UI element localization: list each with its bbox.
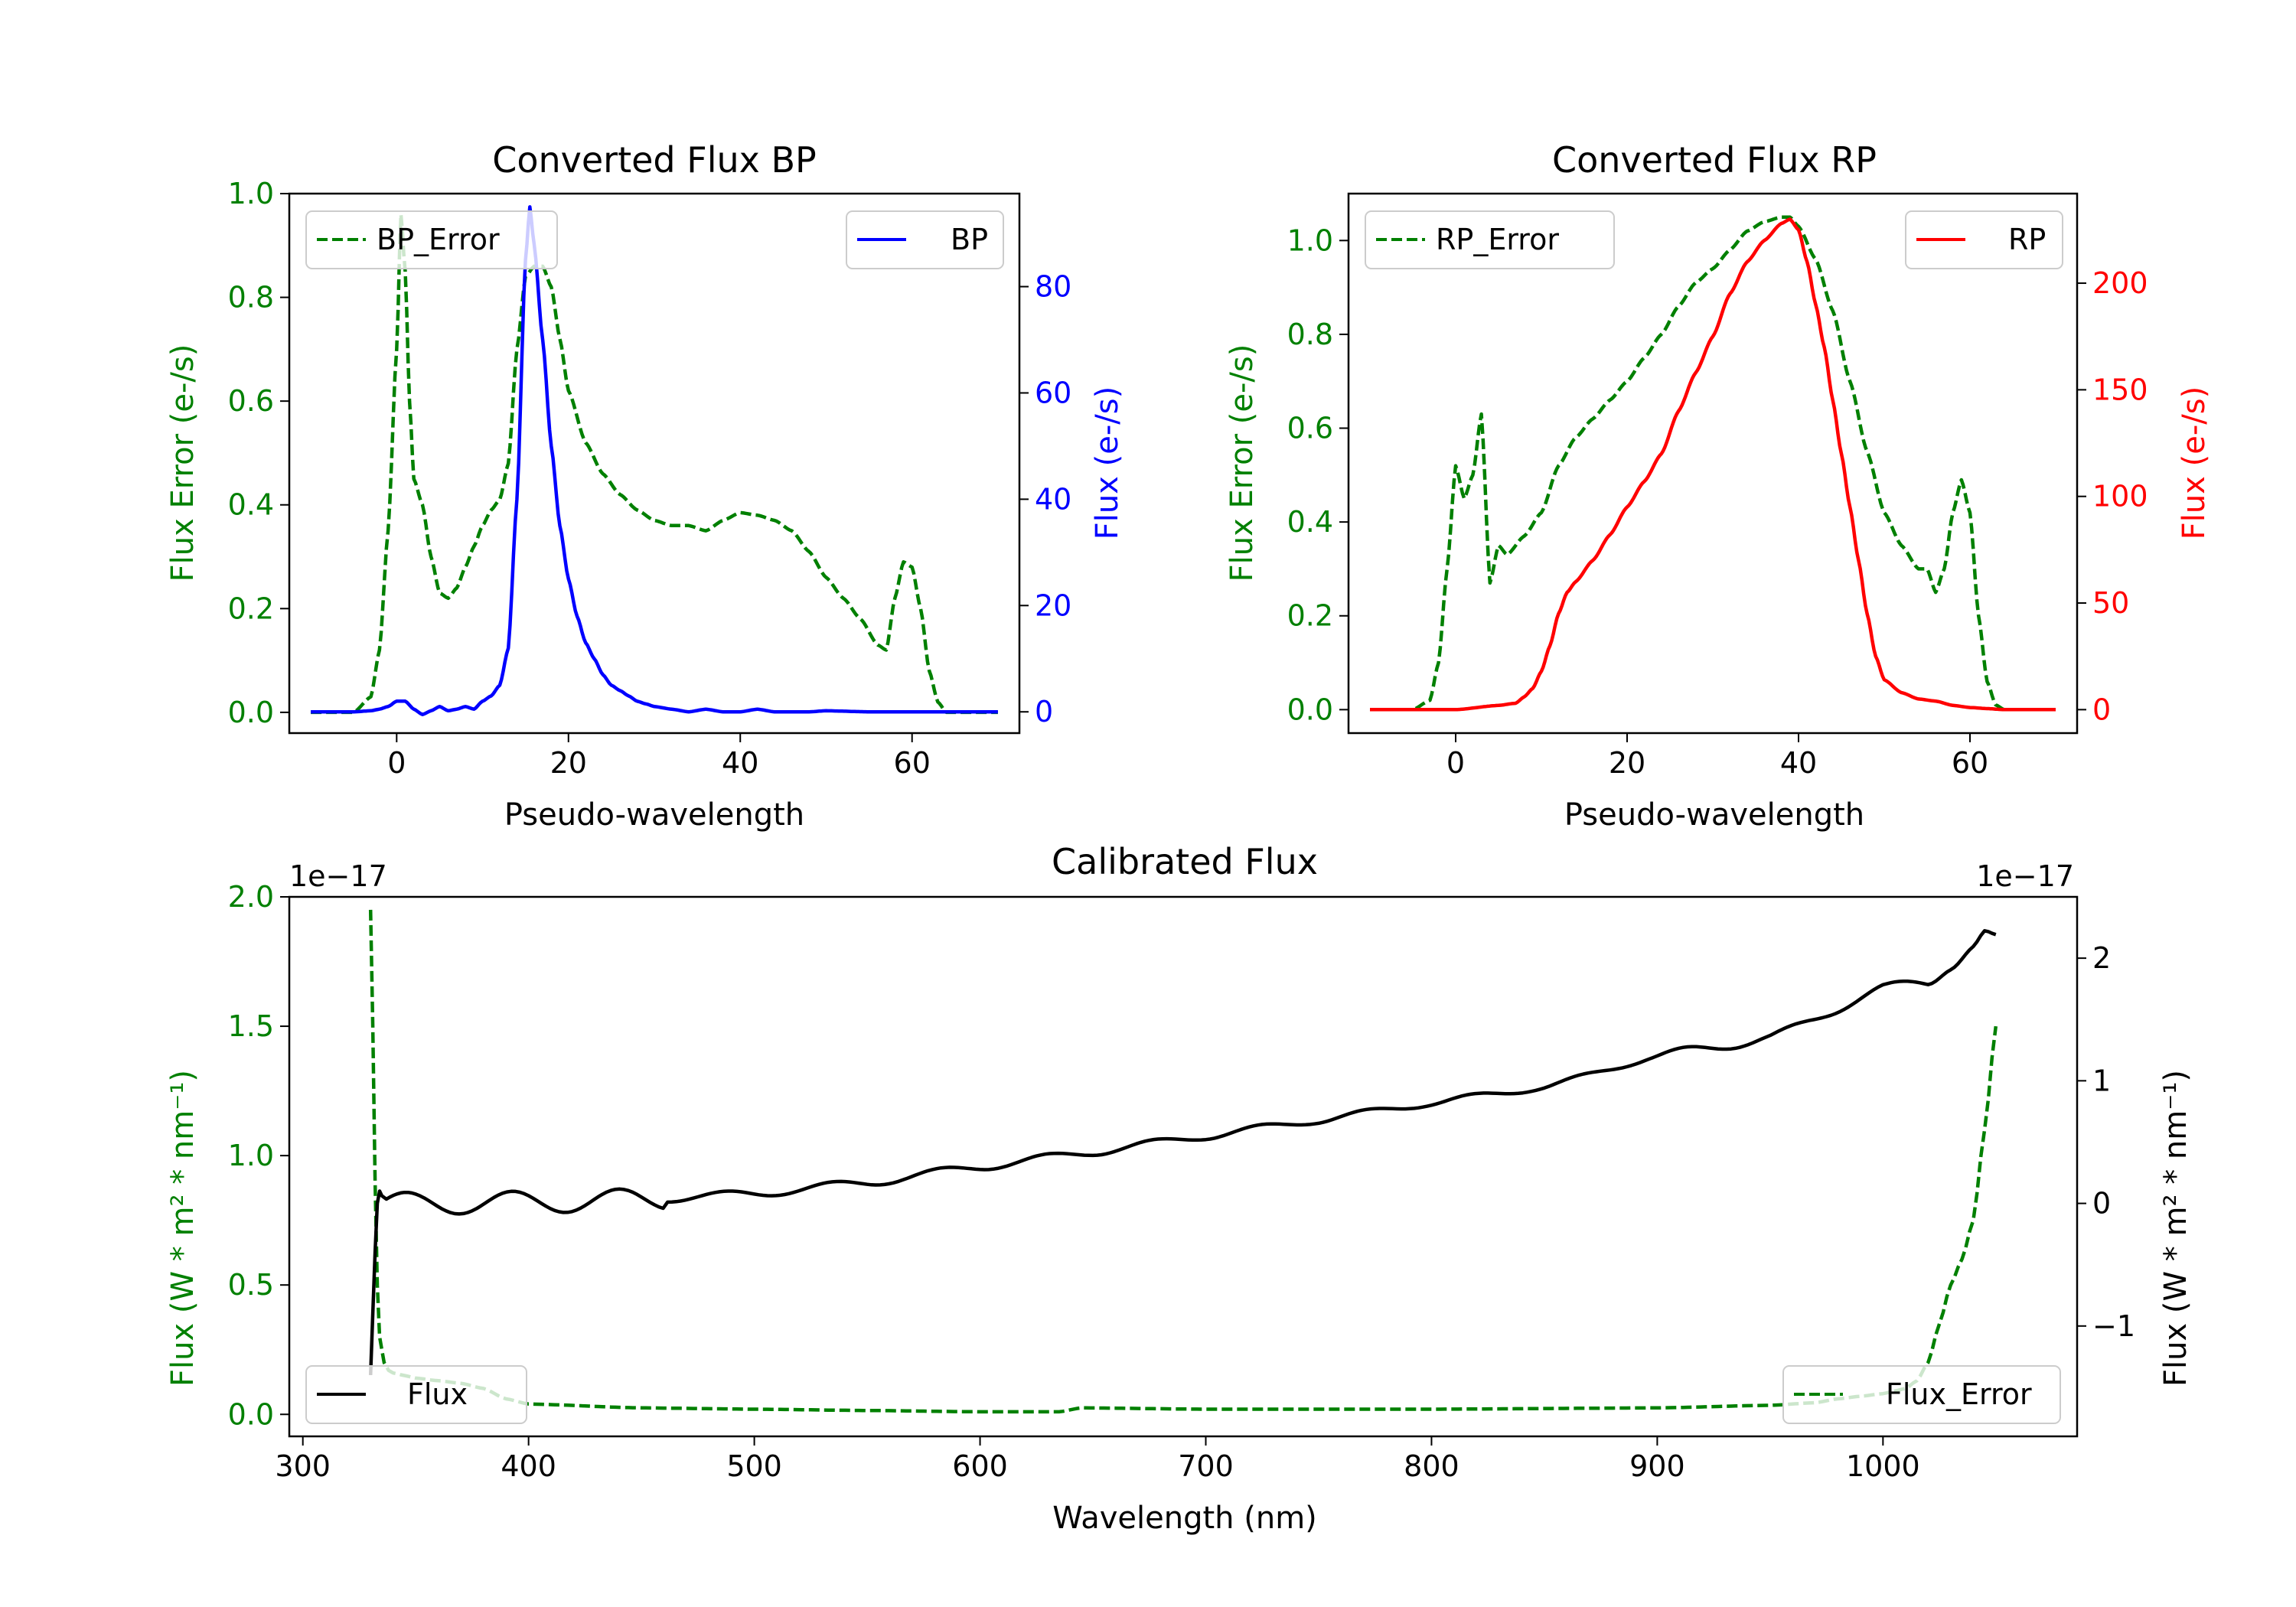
series-flux-line	[368, 929, 1997, 1375]
y-axis-label-left: Flux Error (e-/s)	[165, 344, 201, 582]
y-tick-label-right: 200	[2092, 266, 2148, 300]
x-tick-label: 900	[1629, 1449, 1685, 1483]
series-rp-line	[1370, 217, 2056, 712]
y-tick-label-left: 0.4	[228, 488, 274, 522]
legend-left: BP_Error	[305, 210, 558, 269]
chart-title: Converted Flux RP	[1552, 139, 1877, 181]
legend-box	[1905, 210, 2063, 269]
x-axis-label: Pseudo-wavelength	[1564, 797, 1864, 833]
legend-box	[1782, 1365, 2061, 1424]
legend-label-bp: BP	[951, 223, 988, 256]
x-axis-label: Wavelength (nm)	[1052, 1501, 1317, 1536]
y-tick-label-right: −1	[2092, 1309, 2135, 1343]
y-tick-label-left: 2.0	[228, 880, 274, 914]
series-bp-error-line	[311, 212, 998, 715]
x-tick-label: 60	[894, 746, 931, 780]
y-axis-label-right: Flux (W * m² * nm⁻¹)	[2158, 1070, 2193, 1387]
chart-title: Calibrated Flux	[1052, 841, 1318, 882]
y-tick-label-right: 60	[1035, 376, 1071, 409]
legend-right: BP	[846, 210, 1004, 269]
x-tick-label: 0	[1446, 746, 1465, 780]
series-flux-error-line	[368, 909, 1998, 1414]
chart-title: Converted Flux BP	[492, 139, 817, 181]
x-tick-label: 60	[1952, 746, 1988, 780]
legend-label-bp-error: BP_Error	[377, 223, 500, 256]
plot-frame	[1347, 192, 2079, 735]
legend-label-rp-error: RP_Error	[1436, 223, 1559, 256]
y-tick-label-left: 0.4	[1287, 505, 1333, 539]
y-tick-label-left: 0.0	[228, 1397, 274, 1431]
legend-box	[305, 1365, 527, 1424]
legend-box	[305, 210, 558, 269]
x-tick-label: 600	[952, 1449, 1008, 1483]
x-tick-label: 0	[387, 746, 406, 780]
legend-left: RP_Error	[1365, 210, 1615, 269]
plot-area: 300 400 500 600 700 800 900 1000 0.0 0.5 1.0 1.5 2.0…	[228, 880, 2135, 1483]
legend-label-rp: RP	[2008, 223, 2046, 256]
legend-box	[1365, 210, 1615, 269]
x-tick-label: 700	[1178, 1449, 1234, 1483]
chart-converted-flux-rp: Converted Flux RP Pseudo-wavelength Flux…	[1225, 139, 2212, 833]
y-tick-label-left: 0.8	[1287, 318, 1333, 351]
y-tick-label-right: 100	[2092, 480, 2148, 513]
legend-right: RP	[1905, 210, 2063, 269]
y-tick-label-left: 0.8	[228, 281, 274, 315]
plot-area: 0 20 40 60 0.0 0.2 0.4 0.6 0.8 1.0 0 50 100 150 200	[1287, 192, 2148, 780]
y-tick-label-left: 1.0	[228, 1139, 274, 1172]
chart-calibrated-flux: Calibrated Flux Wavelength (nm) Flux (W …	[165, 841, 2193, 1536]
y-tick-label-right: 150	[2092, 373, 2148, 406]
series-bp-line	[311, 205, 998, 716]
legend-right: Flux_Error	[1782, 1365, 2061, 1424]
y-axis-label-right: Flux (e-/s)	[2177, 386, 2212, 539]
y-tick-label-left: 0.6	[1287, 412, 1333, 445]
y-tick-label-right: 1	[2092, 1064, 2111, 1097]
x-tick-label: 20	[550, 746, 587, 780]
x-tick-label: 20	[1609, 746, 1645, 780]
x-tick-label: 40	[722, 746, 758, 780]
plot-area: 0 20 40 60 0.0 0.2 0.4 0.6 0.8 1.0 0 20 40 60 80	[228, 177, 1072, 780]
legend-left: Flux	[305, 1365, 527, 1424]
plot-frame	[288, 192, 1021, 735]
x-tick-label: 300	[275, 1449, 331, 1483]
y-tick-label-right: 20	[1035, 588, 1071, 622]
y-tick-label-right: 50	[2092, 586, 2129, 620]
plot-frame	[288, 895, 2079, 1438]
x-tick-label: 800	[1404, 1449, 1459, 1483]
y-tick-label-left: 0.2	[228, 592, 274, 625]
x-axis-label: Pseudo-wavelength	[504, 797, 804, 833]
y-tick-label-right: 2	[2092, 941, 2111, 975]
y-tick-label-right: 40	[1035, 482, 1071, 516]
y-tick-label-right: 80	[1035, 270, 1071, 304]
x-tick-label: 500	[726, 1449, 782, 1483]
y-tick-label-left: 0.6	[228, 384, 274, 418]
y-tick-label-left: 0.0	[1287, 693, 1333, 726]
offset-label-left: 1e−17	[289, 859, 387, 893]
x-tick-label: 40	[1780, 746, 1817, 780]
y-tick-label-left: 1.5	[228, 1009, 274, 1043]
x-tick-label: 400	[501, 1449, 556, 1483]
x-tick-label: 1000	[1846, 1449, 1920, 1483]
y-tick-label-left: 1.0	[228, 177, 274, 210]
y-tick-label-left: 0.5	[228, 1268, 274, 1302]
offset-label-right: 1e−17	[1976, 859, 2074, 893]
chart-converted-flux-bp: Converted Flux BP Pseudo-wavelength Flux…	[165, 139, 1125, 833]
y-tick-label-right: 0	[1035, 695, 1053, 729]
y-tick-label-left: 0.2	[1287, 599, 1333, 633]
y-tick-label-left: 1.0	[1287, 223, 1333, 257]
y-tick-label-right: 0	[2092, 1187, 2111, 1221]
y-axis-label-right: Flux (e-/s)	[1090, 386, 1125, 539]
y-tick-label-left: 0.0	[228, 696, 274, 729]
legend-label-flux-error: Flux_Error	[1886, 1377, 2032, 1411]
y-axis-label-left: Flux Error (e-/s)	[1225, 344, 1260, 582]
y-tick-label-right: 0	[2092, 693, 2111, 726]
y-axis-label-left: Flux (W * m² * nm⁻¹)	[165, 1070, 201, 1387]
legend-label-flux: Flux	[407, 1377, 468, 1411]
legend-box	[846, 210, 1004, 269]
series-rp-error-line	[1370, 215, 2056, 712]
